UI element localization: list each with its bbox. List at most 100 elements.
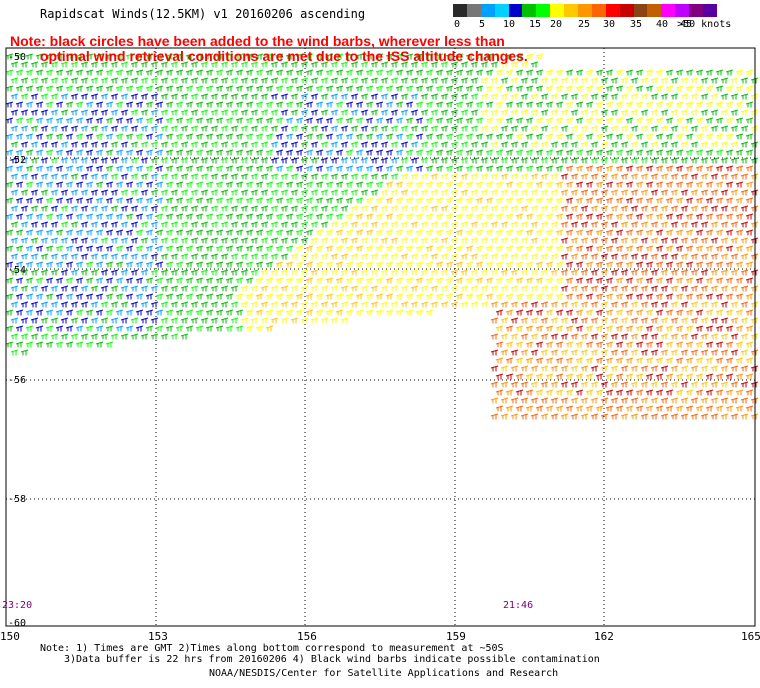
- wind-barb: [320, 157, 329, 164]
- wind-barb: [715, 149, 724, 156]
- wind-barb: [525, 213, 534, 220]
- wind-barb: [710, 333, 719, 340]
- wind-barb: [390, 93, 399, 100]
- wind-barb: [40, 141, 49, 148]
- wind-barb: [555, 325, 564, 332]
- wind-barb: [505, 101, 514, 108]
- wind-barb: [725, 261, 734, 268]
- wind-barb: [640, 365, 649, 372]
- wind-barb: [590, 349, 599, 356]
- wind-barb: [255, 101, 264, 108]
- wind-barb: [495, 325, 504, 332]
- wind-barb: [335, 149, 344, 156]
- wind-barb: [165, 293, 174, 300]
- wind-barb: [85, 101, 94, 108]
- wind-barb: [315, 85, 324, 92]
- wind-barb: [300, 157, 309, 164]
- wind-barb: [385, 133, 394, 140]
- wind-barb: [610, 189, 619, 196]
- wind-barb: [555, 165, 564, 172]
- wind-barb: [715, 389, 724, 396]
- wind-barb: [725, 389, 734, 396]
- wind-barb: [380, 221, 389, 228]
- wind-barb: [110, 285, 119, 292]
- wind-barb: [30, 157, 39, 164]
- wind-barb: [560, 397, 569, 404]
- wind-barb: [455, 165, 464, 172]
- wind-barb: [200, 157, 209, 164]
- wind-barb: [440, 205, 449, 212]
- wind-barb: [385, 213, 394, 220]
- wind-barb: [300, 77, 309, 84]
- wind-barb: [115, 277, 124, 284]
- wind-barb: [680, 189, 689, 196]
- wind-barb: [735, 229, 744, 236]
- wind-barb: [705, 245, 714, 252]
- wind-barb: [455, 245, 464, 252]
- wind-barb: [135, 261, 144, 268]
- wind-barb: [745, 197, 754, 204]
- wind-barb: [175, 261, 184, 268]
- wind-barb: [555, 389, 564, 396]
- wind-barb: [655, 117, 664, 124]
- wind-barb: [400, 157, 409, 164]
- wind-barb: [615, 405, 624, 412]
- wind-barb: [345, 213, 354, 220]
- wind-barb: [565, 229, 574, 236]
- wind-barb: [415, 69, 424, 76]
- wind-barb: [225, 309, 234, 316]
- wind-barb: [505, 405, 514, 412]
- wind-barb: [185, 325, 194, 332]
- wind-barb: [125, 165, 134, 172]
- wind-barb: [225, 165, 234, 172]
- wind-barb: [430, 61, 439, 68]
- wind-barb: [210, 253, 219, 260]
- wind-barb: [180, 221, 189, 228]
- wind-barb: [675, 85, 684, 92]
- wind-barb: [625, 149, 634, 156]
- wind-barb: [700, 173, 709, 180]
- wind-barb: [365, 245, 374, 252]
- wind-barb: [195, 69, 204, 76]
- wind-barb: [745, 213, 754, 220]
- wind-barb: [245, 117, 254, 124]
- wind-barb: [90, 61, 99, 68]
- wind-barb: [550, 141, 559, 148]
- wind-barb: [560, 285, 569, 292]
- wind-barb: [165, 101, 174, 108]
- wind-barb: [125, 101, 134, 108]
- wind-barb: [450, 77, 459, 84]
- wind-barb: [455, 101, 464, 108]
- wind-barb: [740, 109, 749, 116]
- wind-barb: [155, 245, 164, 252]
- wind-barb: [660, 125, 669, 132]
- wind-barb: [490, 397, 499, 404]
- wind-barb: [365, 213, 374, 220]
- wind-barb: [35, 213, 44, 220]
- wind-barb: [455, 133, 464, 140]
- wind-barb: [705, 341, 714, 348]
- wind-barb: [135, 213, 144, 220]
- wind-barb: [70, 109, 79, 116]
- wind-barb: [265, 213, 274, 220]
- wind-barb: [730, 365, 739, 372]
- wind-barb: [50, 301, 59, 308]
- wind-barb: [435, 277, 444, 284]
- wind-barb: [200, 93, 209, 100]
- color-scale-swatch: [564, 4, 579, 17]
- wind-barb: [40, 205, 49, 212]
- wind-barb: [530, 173, 539, 180]
- wind-barb: [95, 277, 104, 284]
- wind-barb: [260, 141, 269, 148]
- wind-barb: [625, 181, 634, 188]
- wind-barb: [680, 349, 689, 356]
- wind-barb: [540, 413, 549, 420]
- wind-barb: [65, 69, 74, 76]
- wind-barb: [470, 141, 479, 148]
- wind-barb: [720, 189, 729, 196]
- wind-barb: [80, 61, 89, 68]
- wind-barb: [525, 245, 534, 252]
- wind-barb: [30, 125, 39, 132]
- wind-barb: [455, 181, 464, 188]
- wind-barb: [170, 301, 179, 308]
